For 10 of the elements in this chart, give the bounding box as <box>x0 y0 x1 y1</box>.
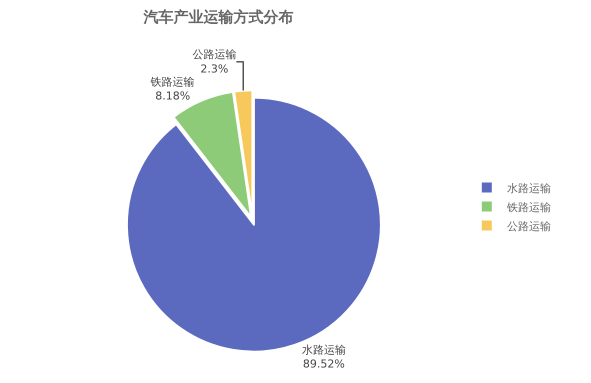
slice-label: 水路运输 <box>302 343 346 356</box>
slice-label: 公路运输 <box>192 48 236 62</box>
data-label: 8.18% <box>155 90 190 103</box>
data-label: 89.52% <box>302 358 345 371</box>
legend-label: 水路运输 <box>506 182 551 195</box>
legend-label: 公路运输 <box>506 220 551 233</box>
slice-label: 铁路运输 <box>150 75 195 88</box>
chart-title: 汽车产业运输方式分布 <box>142 8 294 26</box>
data-label: 2.3% <box>200 62 228 76</box>
legend-label: 铁路运输 <box>506 200 551 214</box>
